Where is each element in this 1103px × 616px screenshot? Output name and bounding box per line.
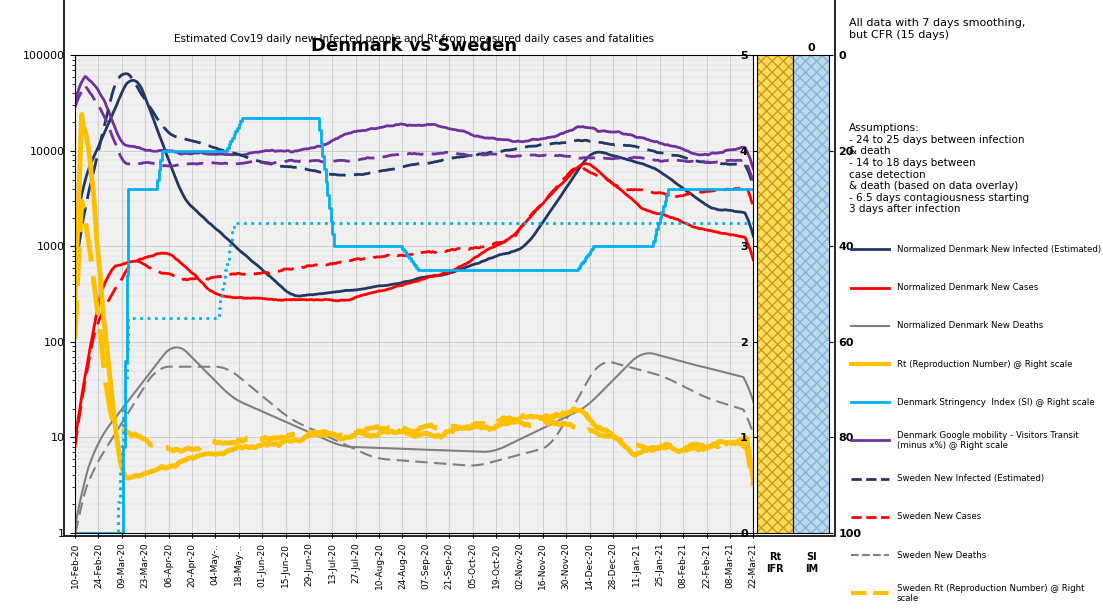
Text: 0: 0 [807, 43, 815, 53]
Text: Normalized Denmark New Deaths: Normalized Denmark New Deaths [897, 322, 1043, 330]
Text: Normalized Denmark New Infected (Estimated): Normalized Denmark New Infected (Estimat… [897, 245, 1101, 254]
Text: All data with 7 days smoothing,
but CFR (15 days): All data with 7 days smoothing, but CFR … [849, 18, 1026, 40]
Text: Normalized Denmark New Cases: Normalized Denmark New Cases [897, 283, 1038, 292]
Text: SI
IM: SI IM [805, 552, 817, 573]
Text: Sweden New Infected (Estimated): Sweden New Infected (Estimated) [897, 474, 1043, 483]
Text: Denmark Google mobility - Visitors Transit
(minus x%) @ Right scale: Denmark Google mobility - Visitors Trans… [897, 431, 1079, 450]
Text: Sweden New Deaths: Sweden New Deaths [897, 551, 986, 559]
Text: Sweden Rt (Reproduction Number) @ Right
scale: Sweden Rt (Reproduction Number) @ Right … [897, 583, 1084, 603]
Title: Denmark vs Sweden: Denmark vs Sweden [311, 38, 517, 55]
Text: Sweden New Cases: Sweden New Cases [897, 513, 981, 521]
Text: Rt (Reproduction Number) @ Right scale: Rt (Reproduction Number) @ Right scale [897, 360, 1072, 368]
Text: Rt
IFR: Rt IFR [767, 552, 783, 573]
Text: Assumptions:
- 24 to 25 days between infection
& death
- 14 to 18 days between
c: Assumptions: - 24 to 25 days between inf… [849, 123, 1029, 214]
Text: Denmark Stringency  Index (SI) @ Right scale: Denmark Stringency Index (SI) @ Right sc… [897, 398, 1094, 407]
Text: Estimated Cov19 daily new Infected people and Rt from measured daily cases and f: Estimated Cov19 daily new Infected peopl… [174, 33, 654, 44]
